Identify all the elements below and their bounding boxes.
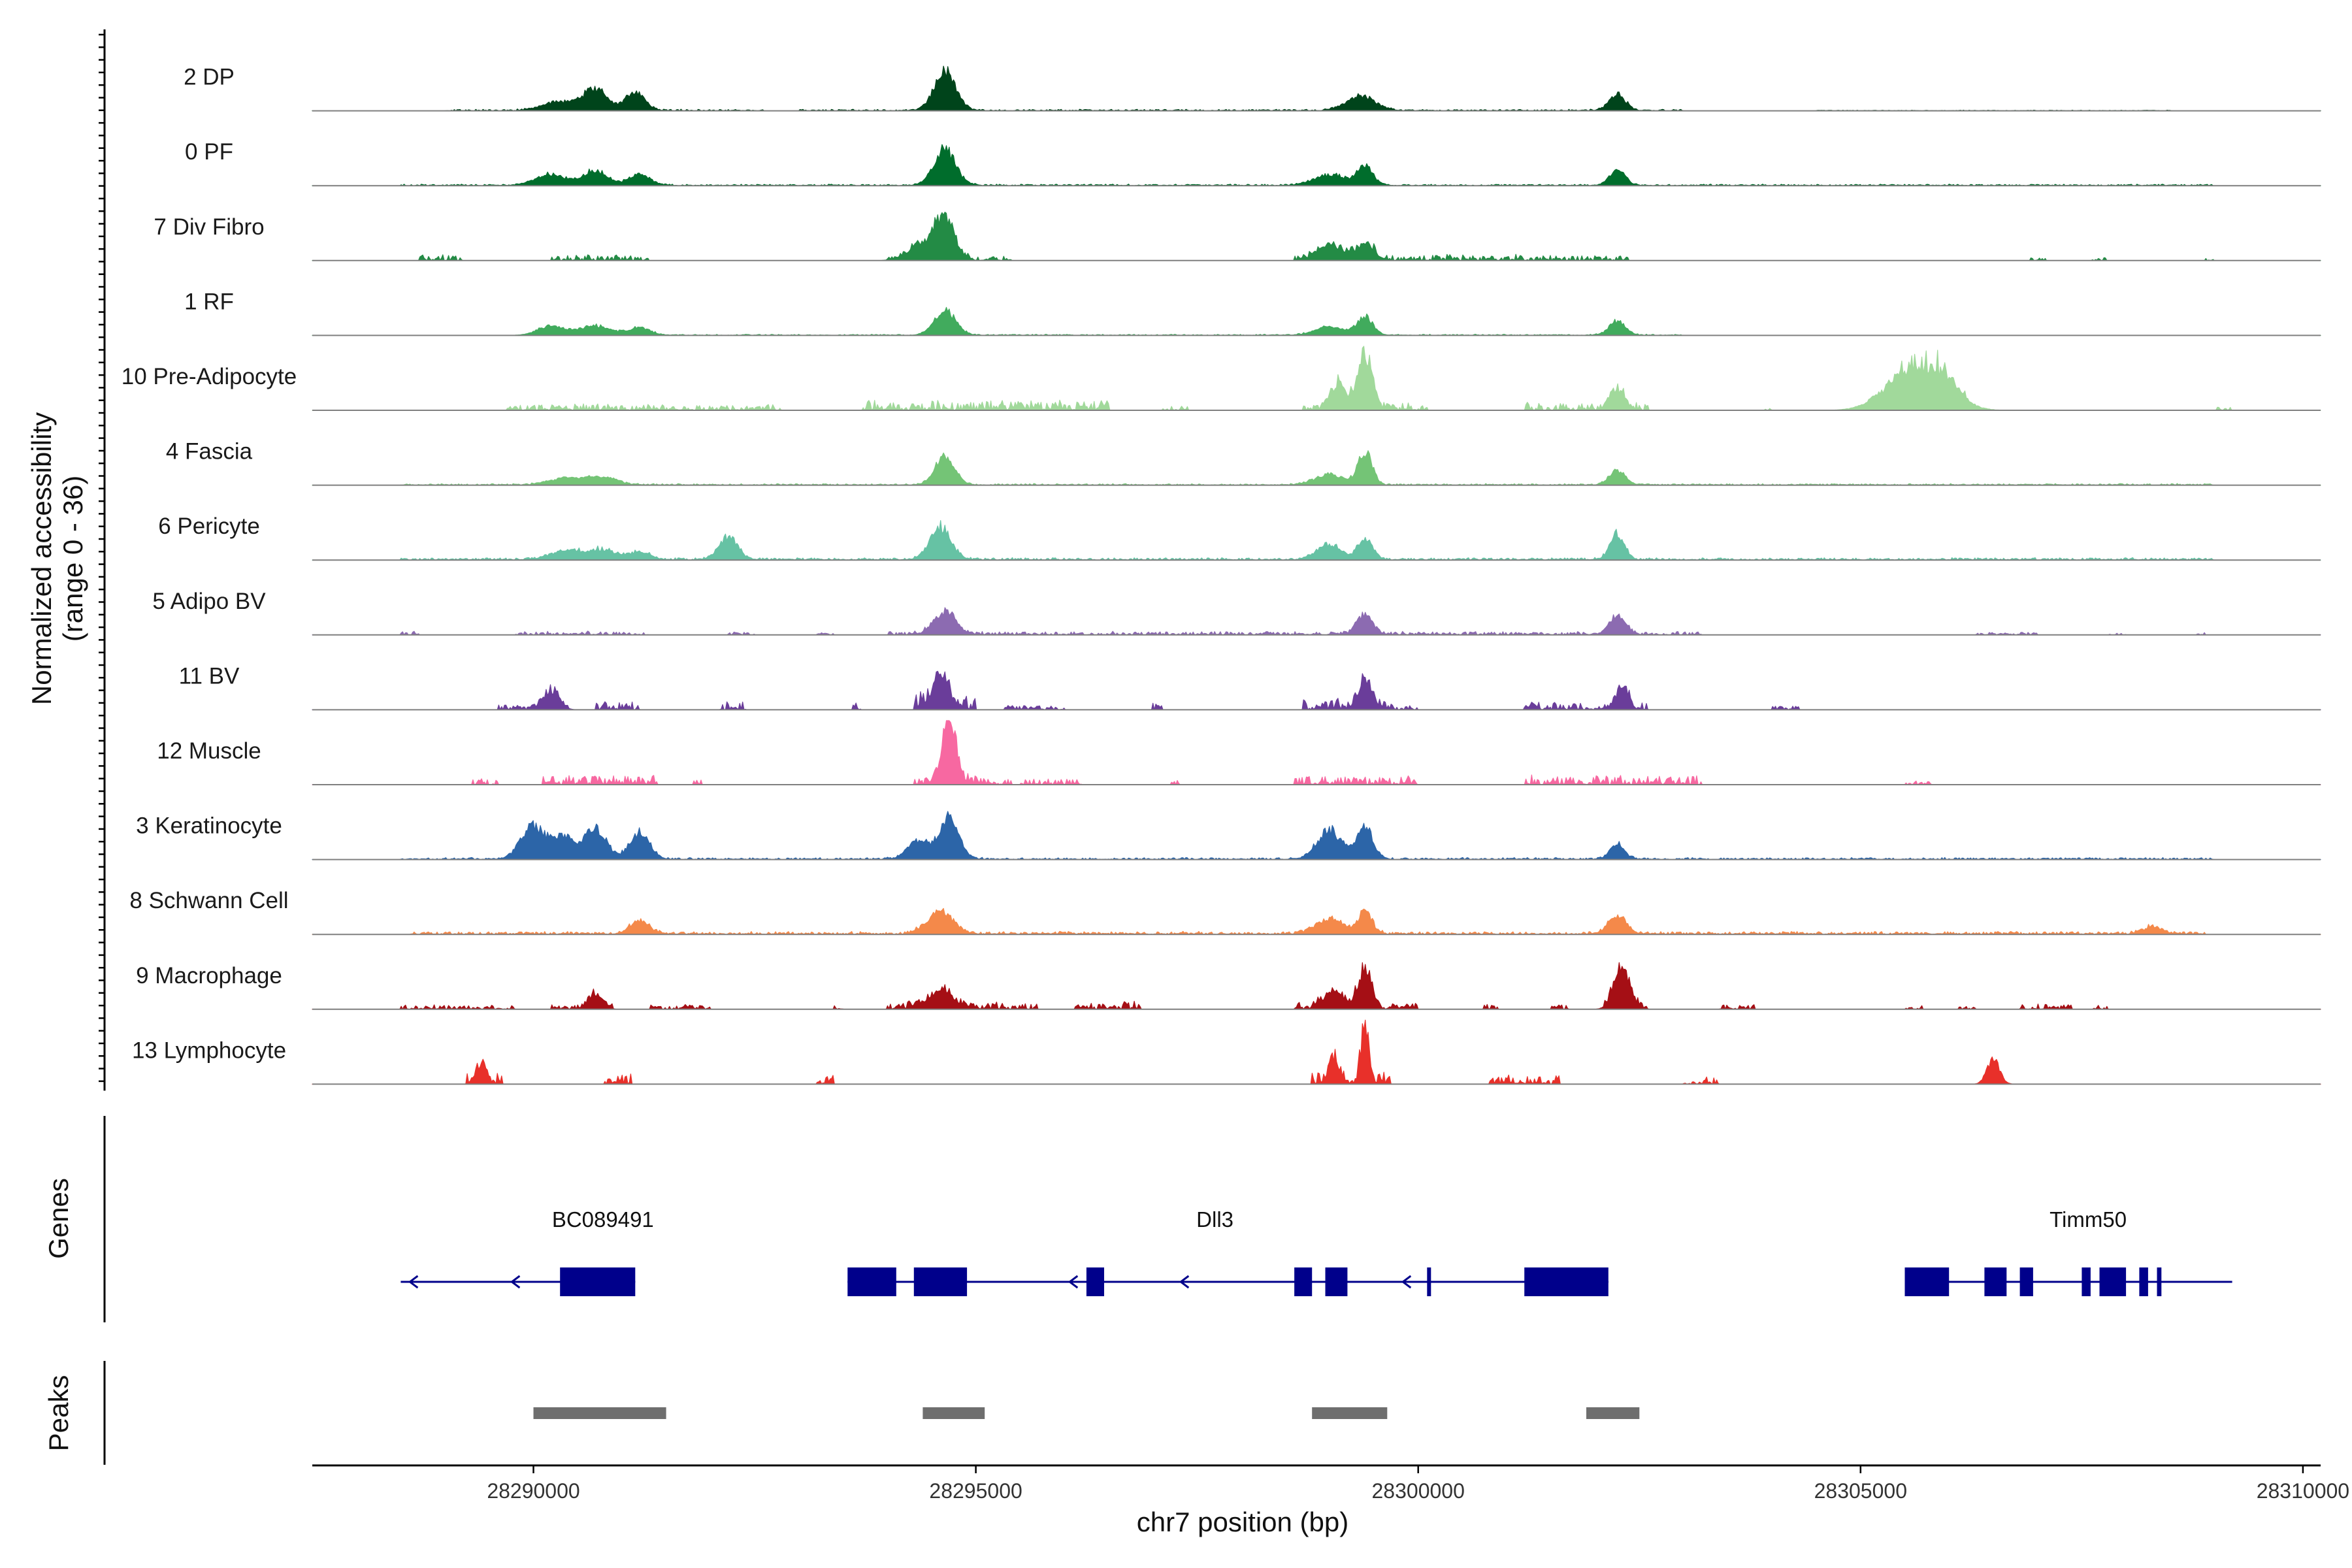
gene-exon-timm50 [2019, 1267, 2033, 1296]
y-axis-title-line-2: (range 0 - 36) [57, 476, 88, 642]
track-label-4-fascia: 4 Fascia [166, 439, 253, 465]
peak-region [1312, 1407, 1388, 1419]
track-label-6-pericyte: 6 Pericyte [158, 514, 260, 539]
track-label-9-macrophage: 9 Macrophage [136, 963, 282, 988]
gene-exon-timm50 [2139, 1267, 2148, 1296]
track-label-5-adipo-bv: 5 Adipo BV [152, 589, 266, 614]
track-coverage-12-muscle [312, 720, 2321, 785]
gene-strand-arrow [510, 1275, 521, 1289]
track-coverage-1-rf [312, 306, 2321, 336]
track-coverage-8-schwann-cell [312, 907, 2321, 935]
gene-exon-dll3 [847, 1267, 896, 1296]
track-label-0-pf: 0 PF [185, 139, 233, 165]
x-tick-label: 28295000 [929, 1479, 1022, 1503]
gene-name-dll3: Dll3 [1196, 1207, 1233, 1232]
track-coverage-2-dp [312, 65, 2321, 112]
track-coverage-4-fascia [312, 450, 2321, 486]
track-coverage-3-keratinocyte [312, 811, 2321, 860]
gene-exon-timm50 [2082, 1267, 2091, 1296]
gene-exon-dll3 [1325, 1267, 1348, 1296]
gene-exon-dll3 [1086, 1267, 1104, 1296]
gene-name-timm50: Timm50 [2050, 1207, 2127, 1232]
x-tick-label: 28310000 [2257, 1479, 2349, 1503]
gene-exon-dll3 [1524, 1267, 1609, 1296]
gene-strand-arrow [1179, 1275, 1190, 1289]
track-coverage-11-bv [312, 670, 2321, 710]
peaks-track-title: Peaks [43, 1375, 74, 1452]
track-label-8-schwann-cell: 8 Schwann Cell [129, 888, 288, 913]
x-axis-title: chr7 position (bp) [1137, 1507, 1349, 1537]
track-label-13-lymphocyte: 13 Lymphocyte [132, 1037, 286, 1063]
gene-strand-arrow [408, 1275, 419, 1289]
gene-exon-dll3 [913, 1267, 968, 1296]
genes-track-title: Genes [43, 1178, 74, 1259]
gene-exon-timm50 [1984, 1267, 2007, 1296]
track-label-11-bv: 11 BV [179, 663, 240, 689]
track-label-3-keratinocyte: 3 Keratinocyte [136, 813, 282, 839]
track-label-10-pre-adipocyte: 10 Pre-Adipocyte [122, 364, 297, 389]
gene-exon-dll3 [1294, 1267, 1313, 1296]
track-coverage-5-adipo-bv [312, 607, 2321, 636]
gene-strand-arrow [1401, 1275, 1412, 1289]
peak-region [533, 1407, 666, 1419]
x-tick-label: 28300000 [1372, 1479, 1465, 1503]
x-tick-label: 28290000 [487, 1479, 580, 1503]
track-label-1-rf: 1 RF [184, 289, 234, 314]
track-label-7-div-fibro: 7 Div Fibro [154, 214, 264, 240]
track-coverage-6-pericyte [312, 520, 2321, 561]
peak-region [923, 1407, 985, 1419]
gene-exon-timm50 [2157, 1267, 2162, 1296]
peak-region [1586, 1407, 1640, 1419]
track-label-2-dp: 2 DP [184, 65, 235, 90]
track-coverage-10-pre-adipocyte [312, 346, 2321, 411]
y-axis-title-line-1: Normalized accessibility [26, 412, 57, 705]
track-coverage-0-pf [312, 144, 2321, 186]
gene-strand-arrow [1068, 1275, 1079, 1289]
track-coverage-9-macrophage [312, 962, 2321, 1010]
gene-exon-timm50 [2099, 1267, 2127, 1296]
gene-exon-timm50 [1904, 1267, 1950, 1296]
track-label-12-muscle: 12 Muscle [157, 738, 261, 764]
track-coverage-7-div-fibro [312, 212, 2321, 261]
gene-exon-bc089491 [560, 1267, 636, 1296]
gene-exon-dll3 [1427, 1267, 1431, 1296]
x-tick-label: 28305000 [1814, 1479, 1907, 1503]
track-coverage-13-lymphocyte [312, 1019, 2321, 1085]
gene-name-bc089491: BC089491 [552, 1207, 654, 1232]
